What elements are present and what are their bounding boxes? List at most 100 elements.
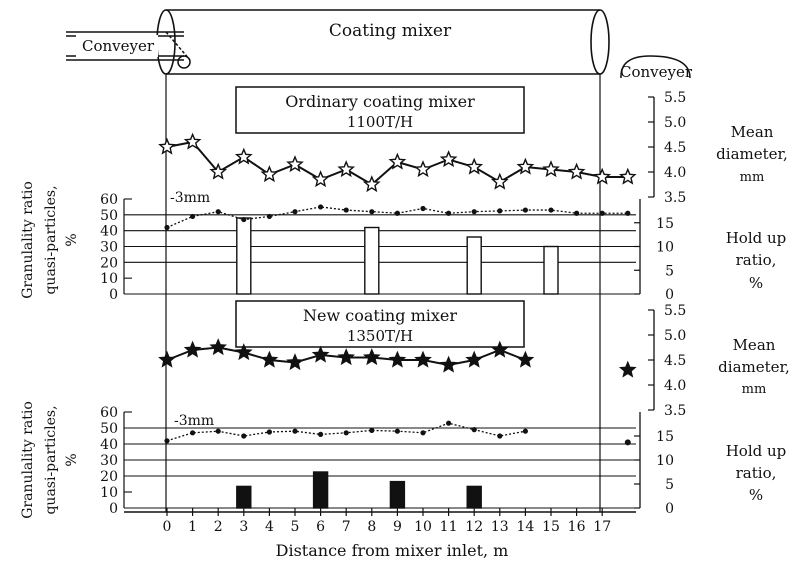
ordinary-diam-star-marker	[542, 160, 560, 178]
x-tick-label: 4	[265, 519, 274, 535]
x-tick-label: 6	[316, 519, 325, 535]
ordinary-diam-star-marker	[234, 147, 253, 165]
new-gran-holdup-bar	[236, 485, 252, 509]
conveyor-right-label: Conveyer	[620, 63, 693, 81]
new-left-ylabel: Granulality ratio quasi-particles, %	[20, 401, 80, 519]
new-gran-granularity-point	[394, 428, 400, 434]
svg-text:ratio,: ratio,	[736, 251, 777, 269]
svg-text:Granulality ratio: Granulality ratio	[20, 401, 36, 519]
svg-text:Mean: Mean	[731, 123, 774, 141]
new-diam-right-tick-label: 4.0	[664, 378, 686, 394]
ordinary-diam-right-tick-label: 4.0	[664, 165, 686, 181]
svg-text:%: %	[749, 486, 763, 504]
ordinary-gran-granularity-point	[190, 213, 196, 220]
mixer-label: Coating mixer	[329, 21, 452, 41]
new-gran-granularity-point	[420, 430, 426, 436]
ordinary-diam-star-marker	[414, 160, 432, 178]
ordinary-gran-left-tick-label: 50	[100, 208, 118, 224]
new-title-box	[235, 300, 525, 348]
ordinary-diam-star-marker	[158, 137, 176, 155]
new-gran-granularity-point	[190, 430, 196, 436]
new-diam-star-marker	[260, 350, 279, 368]
new-diam-star-marker	[209, 338, 228, 356]
x-tick-label: 2	[214, 519, 223, 535]
svg-text:%: %	[64, 233, 80, 246]
x-tick-label: 17	[593, 519, 611, 535]
new-mean-diameter-label: Mean diameter, mm	[718, 336, 790, 397]
new-gran-granularity-point	[241, 433, 247, 439]
ordinary-diam-star-marker	[286, 155, 304, 173]
ordinary-diam-star-marker	[465, 157, 484, 175]
new-diam-star-marker	[465, 350, 484, 368]
svg-text:%: %	[64, 453, 80, 466]
x-tick-label: 3	[239, 519, 248, 535]
ordinary-gran-granularity-point	[343, 207, 349, 213]
svg-text:Hold up: Hold up	[726, 442, 787, 460]
ordinary-diam-star-marker	[388, 152, 407, 170]
svg-text:diameter,: diameter,	[718, 358, 790, 376]
new-gran-granularity-point	[318, 431, 324, 437]
ordinary-gran-granularity-point	[599, 210, 605, 216]
new-diam-right-tick-label: 4.5	[664, 353, 686, 369]
new-diam-star-marker	[414, 350, 432, 368]
new-diam-star-marker	[439, 355, 458, 373]
new-gran-left-tick-label: 10	[100, 485, 118, 501]
new-gran-granularity-point	[266, 429, 272, 435]
svg-text:ratio,: ratio,	[736, 464, 777, 482]
ordinary-gran-holdup-bar	[466, 236, 482, 295]
new-gran-isolated-point	[624, 439, 631, 446]
svg-text:%: %	[749, 274, 763, 292]
ordinary-mean-diameter-label: Mean diameter, mm	[716, 123, 788, 185]
new-gran-left-tick-label: 0	[109, 501, 118, 517]
ordinary-title: Ordinary coating mixer	[285, 92, 475, 111]
new-diam-legend-star	[618, 360, 637, 378]
new-holdup-label: Hold up ratio, %	[726, 442, 787, 504]
new-diam-star-marker	[337, 348, 356, 366]
ordinary-diam-right-tick-label: 5.5	[664, 90, 686, 106]
x-tick-label: 8	[367, 519, 376, 535]
ordinary-gran-holdup-bar	[543, 245, 559, 295]
new-diam-right-tick-label: 5.0	[664, 328, 686, 344]
new-gran-granularity-point	[497, 433, 503, 439]
conveyor-left-label: Conveyer	[82, 37, 155, 55]
new-diam-right-tick-label: 5.5	[664, 303, 686, 319]
ordinary-gran-left-tick-label: 20	[100, 255, 118, 271]
ordinary-diam-right-tick-label: 5.0	[664, 115, 686, 131]
svg-text:Mean: Mean	[733, 336, 776, 354]
new-gran-granularity-point	[164, 438, 170, 444]
svg-text:quasi-particles,: quasi-particles,	[43, 405, 59, 514]
new-gran-right-tick-label: 5	[665, 477, 674, 493]
ordinary-diam-star-marker	[490, 172, 509, 190]
ordinary-left-ylabel: Granulality ratio quasi-particles, %	[20, 181, 80, 299]
x-tick-label: 16	[568, 519, 586, 535]
new-gran-left-tick-label: 40	[100, 437, 118, 453]
x-tick-label: 13	[491, 519, 509, 535]
ordinary-gran-left-tick-label: 0	[109, 287, 118, 303]
ordinary-diam-star-marker	[337, 160, 356, 178]
new-diam-star-marker	[516, 350, 535, 368]
new-gran-left-tick-label: 20	[100, 469, 118, 485]
new-diam-star-marker	[362, 348, 381, 366]
new-diam-star-marker	[234, 343, 253, 361]
new-annotation: -3mm	[174, 413, 214, 429]
ordinary-gran-granularity-point	[574, 210, 580, 216]
ordinary-gran-right-tick-label: 5	[665, 263, 674, 279]
new-gran-granularity-point	[446, 420, 452, 426]
ordinary-title-box	[235, 86, 525, 134]
new-title: New coating mixer	[303, 306, 457, 325]
svg-text:quasi-particles,: quasi-particles,	[43, 185, 59, 294]
ordinary-gran-right-tick-label: 0	[665, 287, 674, 303]
svg-text:mm: mm	[742, 382, 767, 397]
new-gran-granularity-point	[471, 427, 477, 433]
ordinary-diam-right-tick-label: 4.5	[664, 140, 686, 156]
ordinary-gran-left-tick-label: 40	[100, 224, 118, 240]
ordinary-gran-granularity-point	[625, 210, 631, 216]
new-gran-granularity-point	[343, 430, 349, 436]
new-diam-star-marker	[311, 345, 330, 363]
ordinary-gran-left-tick-label: 30	[100, 240, 118, 256]
ordinary-gran-granularity-point	[420, 205, 426, 212]
ordinary-gran-granularity-point	[394, 210, 400, 216]
ordinary-gran-left-tick-label: 10	[100, 271, 118, 287]
x-tick-label: 0	[163, 519, 172, 535]
